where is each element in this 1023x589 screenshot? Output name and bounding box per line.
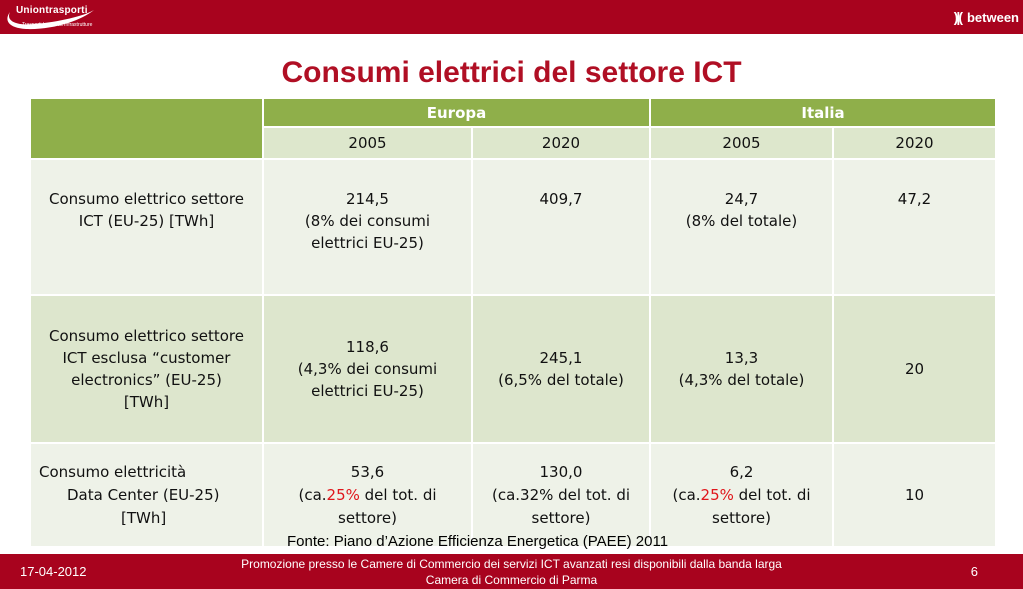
between-mark-icon: )|( xyxy=(953,9,963,25)
table-cell: 245,1 (6,5% del totale) xyxy=(471,294,651,444)
highlight-value: 25% xyxy=(700,485,734,504)
footer-bar: 17-04-2012 Promozione presso le Camere d… xyxy=(0,554,1023,589)
between-logo: )|( between xyxy=(954,8,1019,26)
table-row: Consumo elettrico settore ICT (EU-25) [T… xyxy=(29,158,997,296)
year-header: 2005 xyxy=(262,126,473,160)
year-header: 2005 xyxy=(649,126,834,160)
data-table: Europa Italia 2005 2020 2005 2020 Consum… xyxy=(29,97,997,548)
group-header-italia: Italia xyxy=(649,97,997,128)
row-label: Consumo elettrico settore ICT esclusa “c… xyxy=(29,294,264,444)
row-label: Consumo elettrico settore ICT (EU-25) [T… xyxy=(29,158,264,296)
table-row: Consumo elettricità Data Center (EU-25) … xyxy=(29,442,997,548)
group-header-europa: Europa xyxy=(262,97,651,128)
table-cell: 13,3 (4,3% del totale) xyxy=(649,294,834,444)
table-corner xyxy=(29,97,264,160)
table-cell: 409,7 xyxy=(471,158,651,296)
table-cell: 6,2 (ca.25% del tot. di settore) xyxy=(649,442,834,548)
table-cell: 47,2 xyxy=(832,158,997,296)
logo-left-subtitle: Trasporti Logistica Infrastrutture xyxy=(22,22,93,28)
year-header: 2020 xyxy=(471,126,651,160)
source-note: Fonte: Piano d’Azione Efficienza Energet… xyxy=(287,533,669,550)
between-brand: between xyxy=(966,9,1019,25)
page-number: 6 xyxy=(970,564,978,579)
logo-left-name: Uniontrasporti xyxy=(16,5,88,16)
footer-caption: Promozione presso le Camere di Commercio… xyxy=(241,557,782,587)
uniontrasporti-logo: Uniontrasporti Trasporti Logistica Infra… xyxy=(4,2,96,32)
table-cell: 20 xyxy=(832,294,997,444)
table-row: Consumo elettrico settore ICT esclusa “c… xyxy=(29,294,997,444)
table-cell: 10 xyxy=(832,442,997,548)
page-title: Consumi elettrici del settore ICT xyxy=(281,56,742,89)
table-cell: 214,5 (8% dei consumi elettrici EU-25) xyxy=(262,158,473,296)
footer-date: 17-04-2012 xyxy=(20,564,87,579)
row-label: Consumo elettricità Data Center (EU-25) … xyxy=(29,442,264,548)
highlight-value: 25% xyxy=(326,485,360,504)
table-cell: 24,7 (8% del totale) xyxy=(649,158,834,296)
table-cell: 118,6 (4,3% dei consumi elettrici EU-25) xyxy=(262,294,473,444)
top-bar: Uniontrasporti Trasporti Logistica Infra… xyxy=(0,0,1023,34)
table-cell: 130,0 (ca.32% del tot. di settore) xyxy=(471,442,651,548)
year-header: 2020 xyxy=(832,126,997,160)
table-cell: 53,6 (ca.25% del tot. di settore) xyxy=(262,442,473,548)
swoosh-icon xyxy=(7,10,94,30)
